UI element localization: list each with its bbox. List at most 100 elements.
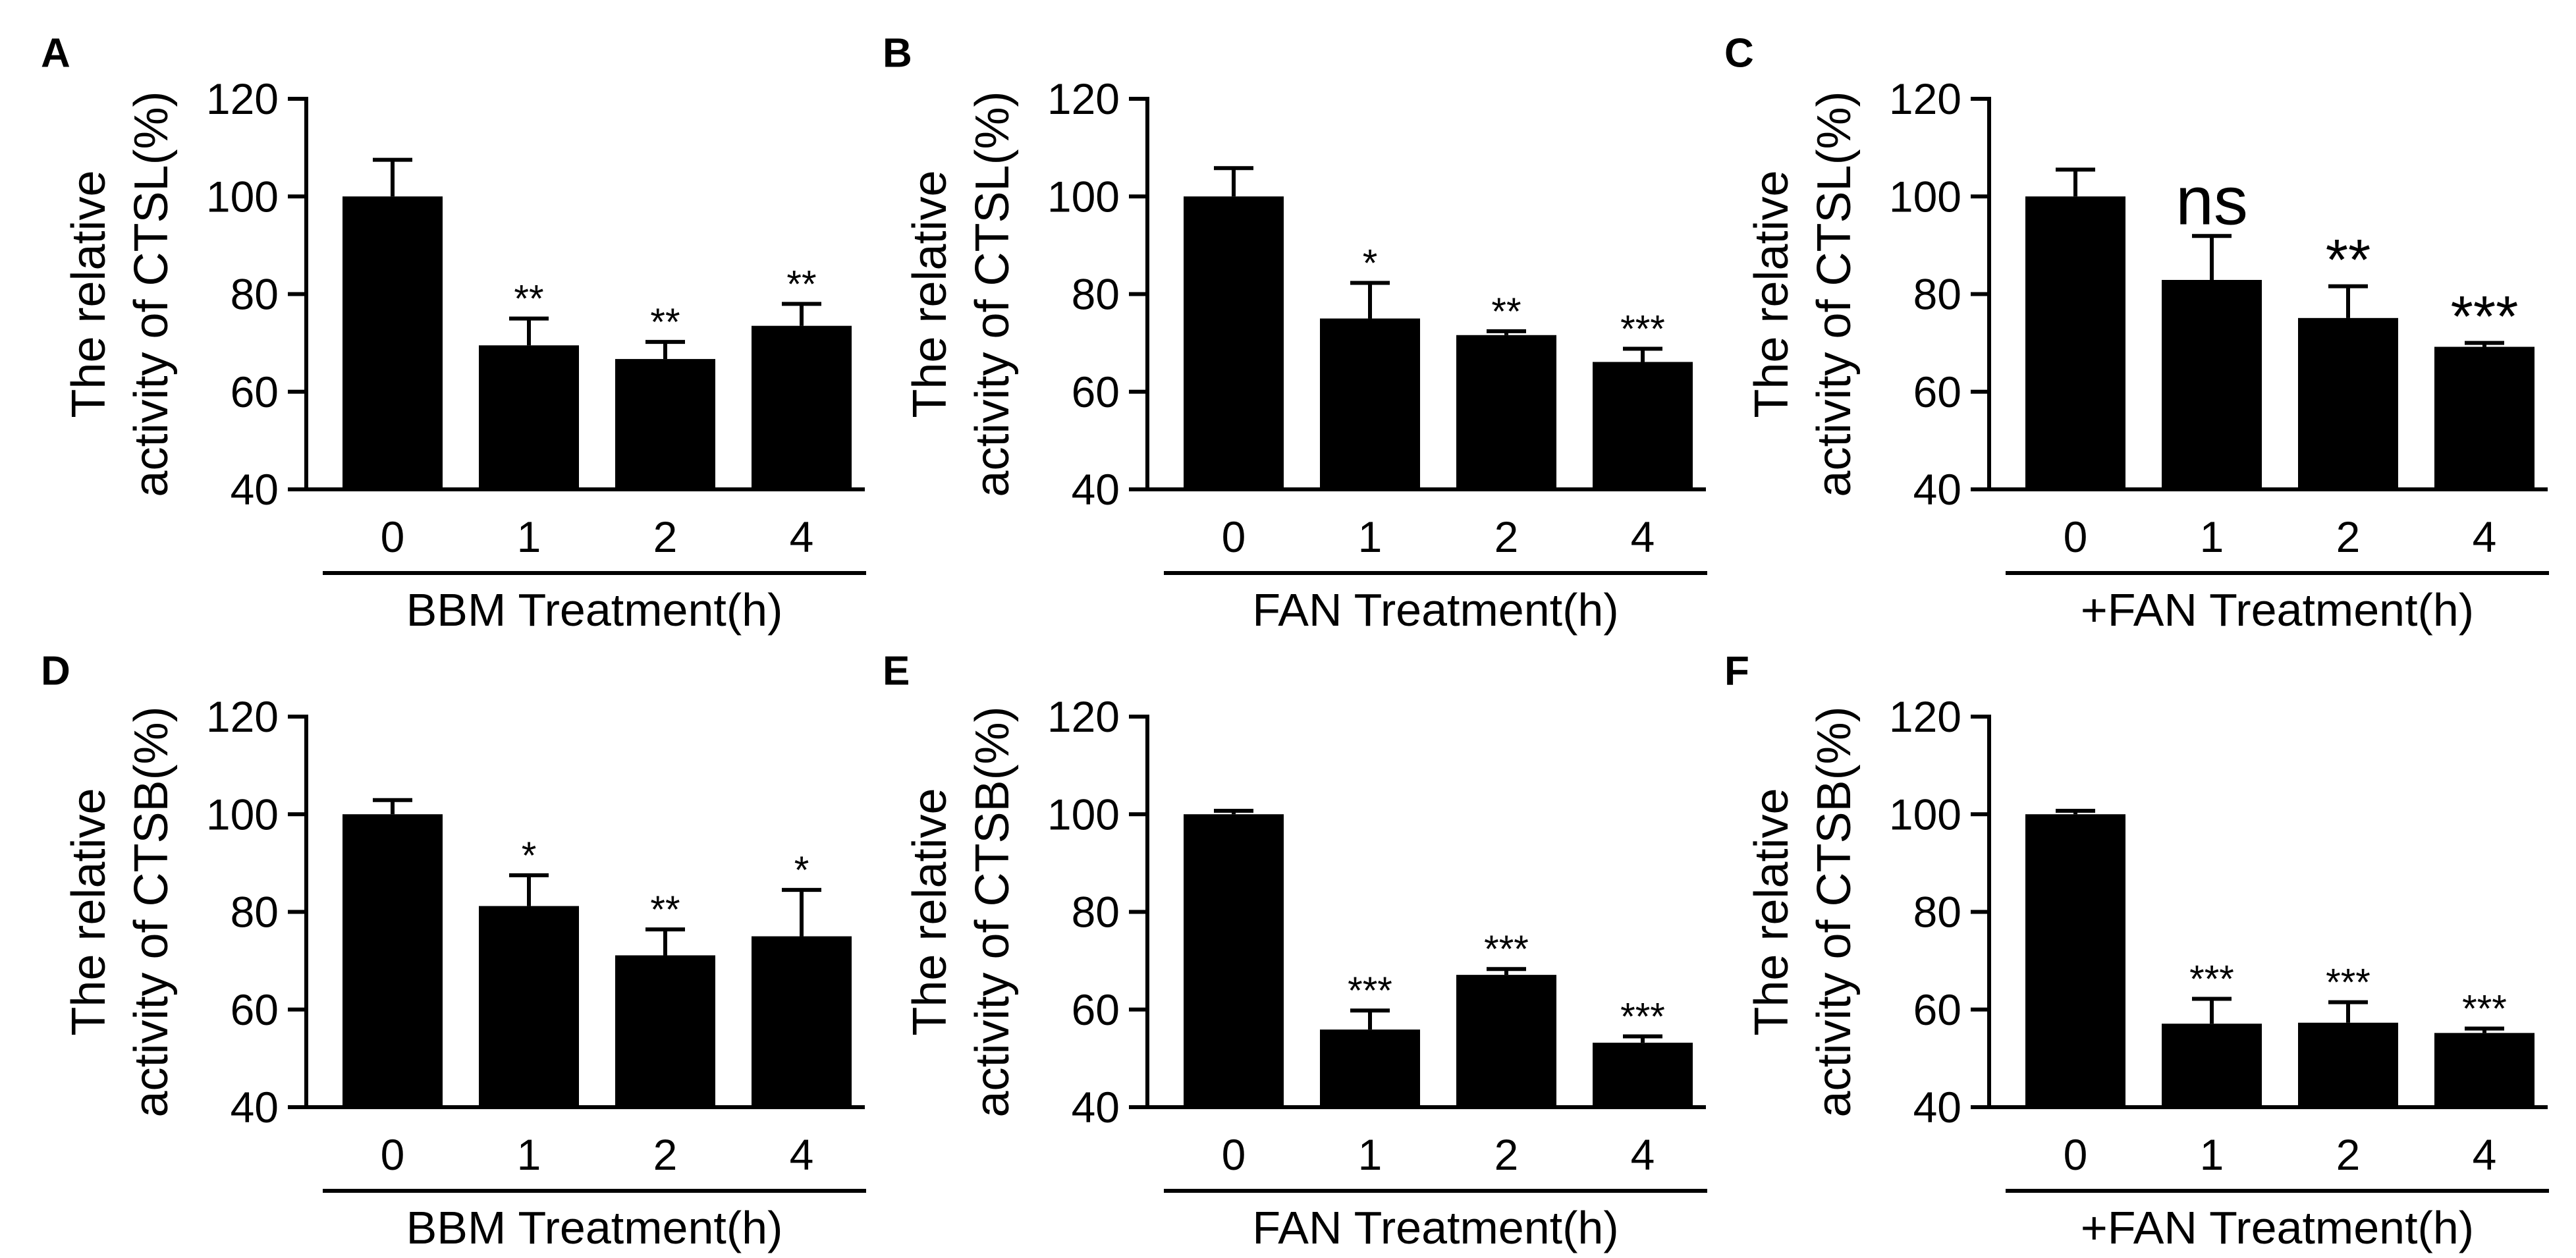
panel-b-significance-label: * [1363,242,1378,285]
panel-a-significance-label: ** [786,263,816,306]
panel-d-x-tick-label: 1 [517,1130,541,1179]
panel-f-bar [2434,1033,2535,1107]
panel-b-significance-label: *** [1620,308,1665,351]
panel-d-significance-label: ** [650,889,680,931]
panel-a-x-tick-label: 2 [653,512,678,561]
panel-e-y-tick-label: 100 [1047,790,1120,838]
panel-d-y-tick-label: 60 [231,985,279,1034]
panel-b-y-axis-label: activity of CTSL(%) [966,91,1019,497]
panel-f-significance-label: *** [2462,988,2507,1031]
panel-a-significance-label: ** [650,301,680,344]
panel-a-bar [343,196,443,489]
panel-c-y-tick-label: 100 [1889,172,1961,221]
panel-f-x-tick-label: 1 [2200,1130,2224,1179]
panel-d-x-tick-label: 4 [790,1130,814,1179]
panel-e-bar [1593,1043,1693,1107]
panel-c-significance-label: ** [2326,227,2371,292]
panel-f-y-tick-label: 80 [1913,888,1961,937]
panel-c-x-axis-label: +FAN Treatment(h) [2081,584,2474,636]
panel-f-significance-label: *** [2189,958,2234,1000]
panel-b-x-axis-label: FAN Treatment(h) [1252,584,1618,636]
panel-b-y-tick-label: 60 [1072,368,1120,416]
panel-f-y-axis-label: The relative [1745,788,1798,1035]
panel-d-x-tick-label: 2 [653,1130,678,1179]
panel-f-significance-label: *** [2326,962,2370,1004]
panel-f-x-tick-label: 4 [2473,1130,2497,1179]
panel-c-bar [2162,280,2262,489]
panel-b-letter: B [883,30,912,76]
panel-a-x-tick-label: 4 [790,512,814,561]
panel-f-bar [2162,1024,2262,1107]
panel-f-x-tick-label: 2 [2336,1130,2361,1179]
panel-f-x-axis-label: +FAN Treatment(h) [2081,1202,2474,1253]
panel-e-bar [1184,814,1284,1107]
panel-b-significance-label: ** [1491,290,1521,333]
panel-e-x-tick-label: 4 [1631,1130,1655,1179]
panel-b-bar [1320,318,1420,489]
panel-e-x-tick-label: 1 [1358,1130,1383,1179]
panel-c-y-axis-label: activity of CTSL(%) [1808,91,1861,497]
panel-a-x-axis-label: BBM Treatment(h) [406,584,783,636]
panel-d-y-tick-label: 100 [206,790,279,838]
panel-a-y-axis-label: The relative [63,170,115,418]
panel-b-y-tick-label: 120 [1047,74,1120,123]
panel-b-bar [1456,335,1556,489]
panel-a-y-tick-label: 120 [206,74,279,123]
panel-c-y-tick-label: 120 [1889,74,1961,123]
panel-b-y-axis-label: The relative [904,170,956,418]
panel-e-y-tick-label: 120 [1047,692,1120,741]
panel-e-y-axis-label: activity of CTSB(%) [966,706,1019,1117]
panel-a-y-tick-label: 40 [231,465,279,514]
panel-c-y-tick-label: 40 [1913,465,1961,514]
panel-b-bar [1593,362,1693,489]
panel-e-letter: E [883,648,910,694]
panel-d-y-tick-label: 120 [206,692,279,741]
panel-e-x-tick-label: 2 [1494,1130,1519,1179]
panel-a-x-tick-label: 0 [381,512,405,561]
panel-e-y-tick-label: 80 [1072,888,1120,937]
panel-a-y-tick-label: 80 [231,270,279,319]
panel-c-x-tick-label: 2 [2336,512,2361,561]
panel-a-bar [479,345,579,489]
panel-c-significance-label: ns [2176,163,2248,239]
panel-e-significance-label: *** [1348,970,1392,1012]
panel-d-y-axis-label: activity of CTSB(%) [125,706,178,1117]
panel-d-y-tick-label: 40 [231,1083,279,1132]
panel-d-x-tick-label: 0 [381,1130,405,1179]
panel-e-bar [1320,1029,1420,1107]
panel-d-x-axis-label: BBM Treatment(h) [406,1202,783,1253]
panel-c-x-tick-label: 1 [2200,512,2224,561]
panel-f-y-tick-label: 100 [1889,790,1961,838]
panel-d-letter: D [41,648,70,694]
panel-a-bar [752,325,852,489]
panel-f-y-tick-label: 60 [1913,985,1961,1034]
panel-c-bar [2298,317,2398,489]
panel-f-letter: F [1724,648,1749,694]
panel-a-bar [615,359,715,489]
panel-e-significance-label: *** [1484,928,1529,971]
panel-e-y-axis-label: The relative [904,788,956,1035]
panel-c-bar [2025,196,2125,489]
panel-b-bar [1184,196,1284,489]
panel-e-bar [1456,975,1556,1107]
panel-e-y-tick-label: 60 [1072,985,1120,1034]
panel-b-x-tick-label: 2 [1494,512,1519,561]
panel-f-y-tick-label: 120 [1889,692,1961,741]
panel-d-significance-label: * [522,834,537,877]
panel-d-bar [343,814,443,1107]
panel-b-y-tick-label: 40 [1072,465,1120,514]
panel-a-significance-label: ** [514,278,543,321]
panel-a-y-axis-label: activity of CTSL(%) [125,91,178,497]
panel-c-bar [2434,346,2535,489]
panel-c-letter: C [1724,30,1754,76]
panel-c-y-axis-label: The relative [1745,170,1798,418]
panel-e-x-tick-label: 0 [1222,1130,1246,1179]
panel-d-y-tick-label: 80 [231,888,279,937]
panel-b-x-tick-label: 1 [1358,512,1383,561]
panel-b-x-tick-label: 0 [1222,512,1246,561]
panel-f-bar [2025,814,2125,1107]
panel-e-x-axis-label: FAN Treatment(h) [1252,1202,1618,1253]
panel-e-y-tick-label: 40 [1072,1083,1120,1132]
panel-f-y-tick-label: 40 [1913,1083,1961,1132]
